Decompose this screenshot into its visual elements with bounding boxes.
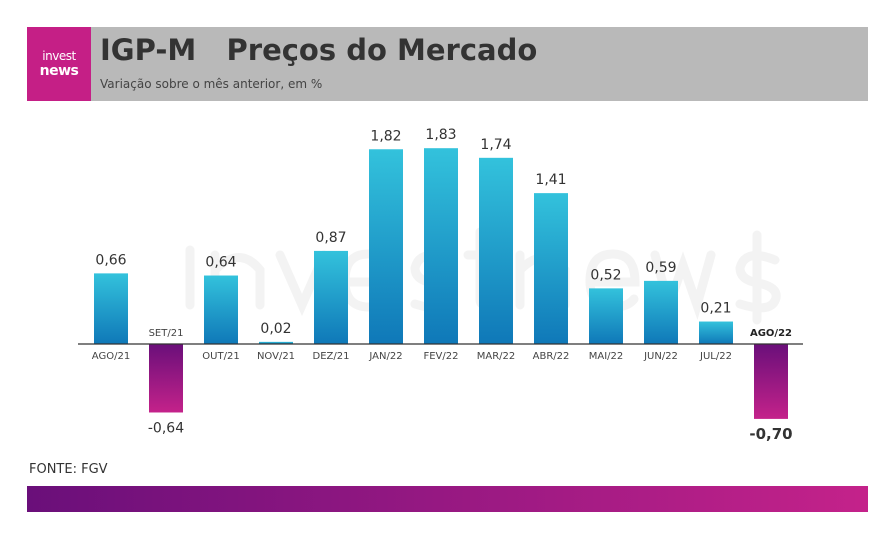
category-label: JAN/22	[368, 351, 402, 362]
header-banner: IGP-M Preços do Mercado Variação sobre o…	[91, 27, 868, 101]
category-label: AGO/22	[750, 328, 792, 339]
category-label: MAR/22	[477, 351, 516, 362]
data-label: 1,83	[425, 127, 456, 143]
category-label: SET/21	[149, 328, 184, 339]
source-note: FONTE: FGV	[29, 462, 108, 477]
category-label: AGO/21	[92, 351, 130, 362]
chart-title: IGP-M Preços do Mercado	[100, 33, 538, 67]
category-label: MAI/22	[589, 351, 624, 362]
bar	[534, 193, 568, 344]
bar	[699, 321, 733, 344]
bar	[644, 280, 678, 344]
data-label: 0,64	[205, 255, 236, 271]
data-label: 0,87	[315, 230, 346, 246]
category-label: FEV/22	[423, 351, 458, 362]
logo-text: news	[39, 63, 79, 79]
investnews-logo: invest news	[27, 27, 91, 101]
bar	[149, 344, 183, 413]
data-label: 0,66	[95, 252, 126, 268]
data-label: -0,64	[148, 420, 184, 436]
data-label: 1,41	[535, 172, 566, 188]
bar	[479, 157, 513, 344]
data-label: 0,59	[645, 260, 676, 276]
bar	[589, 288, 623, 344]
footer-bar	[27, 486, 868, 512]
data-label: 0,52	[590, 267, 621, 283]
category-label: OUT/21	[202, 351, 239, 362]
data-label: 1,74	[480, 137, 511, 153]
data-label: -0,70	[749, 425, 792, 443]
logo-text: invest	[42, 49, 76, 63]
bar	[204, 275, 238, 344]
bar	[314, 250, 348, 344]
chart-subtitle: Variação sobre o mês anterior, em %	[100, 77, 323, 91]
bar	[94, 273, 128, 344]
category-label: JUL/22	[699, 351, 732, 362]
data-label: 0,21	[700, 301, 731, 317]
bar	[369, 149, 403, 344]
data-label: 1,82	[370, 128, 401, 144]
data-label: 0,02	[260, 321, 291, 337]
category-label: NOV/21	[257, 351, 295, 362]
bar	[424, 148, 458, 344]
bar	[754, 344, 788, 419]
category-label: ABR/22	[533, 351, 570, 362]
category-label: JUN/22	[643, 351, 678, 362]
category-label: DEZ/21	[313, 351, 350, 362]
bar	[259, 341, 293, 344]
